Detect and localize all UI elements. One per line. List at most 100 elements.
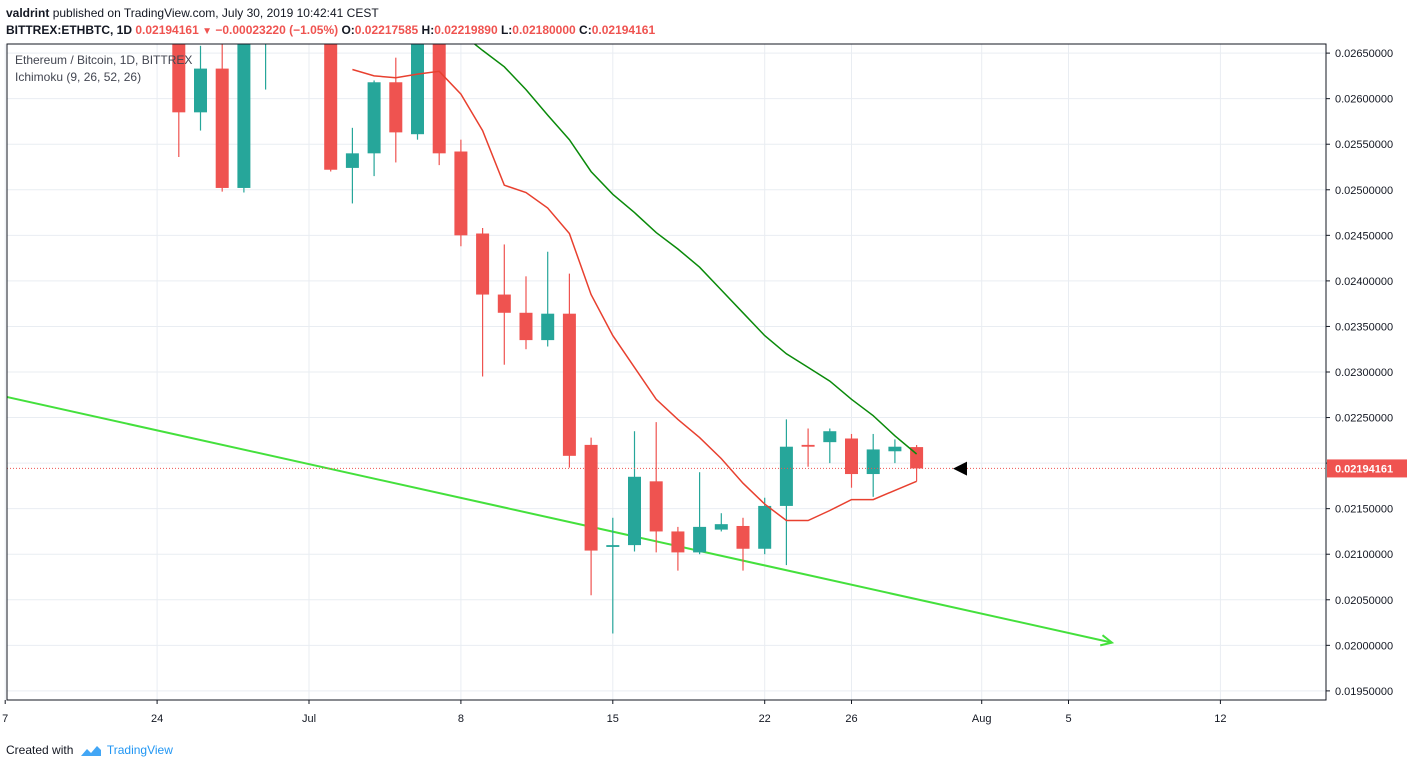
footer-brand[interactable]: TradingView bbox=[106, 743, 173, 757]
candle-body bbox=[454, 151, 468, 236]
legend-indicator[interactable]: Ichimoku (9, 26, 52, 26) bbox=[15, 70, 142, 84]
candle[interactable] bbox=[237, 17, 251, 193]
candle-body bbox=[910, 447, 924, 469]
candle[interactable] bbox=[432, 26, 446, 166]
candle[interactable] bbox=[606, 517, 620, 634]
author-name[interactable]: valdrint bbox=[6, 6, 50, 20]
candle[interactable] bbox=[259, 8, 272, 90]
quote-line: BITTREX:ETHBTC, 1D 0.02194161 ▼ −0.00023… bbox=[6, 22, 655, 40]
price-change: −0.00023220 (−1.05%) bbox=[215, 23, 339, 37]
candle-body bbox=[367, 82, 381, 154]
x-tick-label: Jul bbox=[302, 713, 316, 725]
y-tick-label: 0.02150000 bbox=[1335, 504, 1393, 516]
candle[interactable] bbox=[693, 472, 707, 555]
y-tick-label: 0.02350000 bbox=[1335, 321, 1393, 333]
legend-title[interactable]: Ethereum / Bitcoin, 1D, BITTREX bbox=[15, 53, 193, 67]
y-tick-label: 0.02500000 bbox=[1335, 185, 1393, 197]
candle-body bbox=[562, 313, 576, 456]
candle-body bbox=[628, 476, 641, 546]
low-label: L: bbox=[500, 23, 513, 37]
last-price-badge bbox=[1327, 459, 1407, 478]
candle[interactable] bbox=[194, 45, 207, 131]
x-tick-label: 12 bbox=[1214, 713, 1226, 725]
candle-body bbox=[888, 446, 902, 452]
candle[interactable] bbox=[758, 497, 772, 555]
candle-body bbox=[649, 481, 663, 532]
x-tick-label: 8 bbox=[458, 713, 464, 725]
candle-body bbox=[801, 444, 815, 447]
candle-body bbox=[606, 545, 620, 547]
candle[interactable] bbox=[345, 127, 359, 204]
candle[interactable] bbox=[845, 433, 858, 488]
trendline-arrowhead bbox=[1099, 634, 1115, 647]
last-price: 0.02194161 bbox=[135, 23, 199, 37]
candle[interactable] bbox=[866, 433, 880, 497]
symbol-label: BITTREX:ETHBTC, 1D bbox=[6, 23, 132, 37]
candle[interactable] bbox=[367, 80, 381, 177]
y-tick-label: 0.01950000 bbox=[1335, 686, 1393, 698]
close-value: 0.02194161 bbox=[591, 23, 656, 37]
candle-body bbox=[671, 531, 685, 553]
candle-body bbox=[779, 446, 793, 506]
footer-created: Created with bbox=[6, 743, 74, 757]
axes: 0.02650000 0.02600000 0.02550000 0.02500000… bbox=[2, 48, 1407, 725]
grid bbox=[4, 44, 1326, 700]
candle-body bbox=[194, 68, 207, 113]
open-value: 0.02217585 bbox=[354, 23, 419, 37]
publish-info: published on TradingView.com, July 30, 2… bbox=[52, 6, 379, 20]
footer: Created with TradingView bbox=[6, 742, 173, 758]
candle[interactable] bbox=[172, 12, 186, 157]
candle[interactable] bbox=[584, 437, 598, 596]
candle-body bbox=[432, 44, 446, 154]
candle[interactable] bbox=[497, 244, 511, 365]
high-value: 0.02219890 bbox=[434, 23, 498, 37]
candle[interactable] bbox=[411, 26, 424, 140]
candle[interactable] bbox=[541, 251, 555, 347]
x-tick-label: Aug bbox=[972, 713, 992, 725]
y-tick-label: 0.02100000 bbox=[1335, 549, 1393, 561]
x-tick-label: 7 bbox=[2, 713, 8, 725]
candle[interactable] bbox=[519, 276, 533, 350]
candle[interactable] bbox=[476, 228, 490, 377]
candle[interactable] bbox=[324, 8, 338, 172]
x-tick-label: 26 bbox=[845, 713, 857, 725]
y-tick-label: 0.02400000 bbox=[1335, 276, 1393, 288]
candle-body bbox=[259, 17, 272, 26]
low-value: 0.02180000 bbox=[512, 23, 576, 37]
candle[interactable] bbox=[736, 517, 750, 571]
publish-header: valdrint published on TradingView.com, J… bbox=[6, 5, 379, 21]
candle[interactable] bbox=[910, 444, 924, 482]
marker-triangle-icon[interactable] bbox=[953, 461, 967, 476]
candle[interactable] bbox=[714, 513, 728, 532]
candle-body bbox=[714, 524, 728, 530]
candle-body bbox=[693, 526, 707, 553]
y-tick-label: 0.02650000 bbox=[1335, 48, 1393, 60]
conversion-line[interactable] bbox=[352, 68, 917, 522]
candle-body bbox=[758, 505, 772, 549]
base-line[interactable] bbox=[461, 33, 918, 455]
candle[interactable] bbox=[628, 431, 641, 552]
y-tick-label: 0.02250000 bbox=[1335, 413, 1393, 425]
candle[interactable] bbox=[823, 428, 837, 464]
candle[interactable] bbox=[888, 439, 902, 464]
trendline[interactable] bbox=[5, 395, 1113, 644]
candle[interactable] bbox=[454, 139, 468, 247]
y-tick-label: 0.02300000 bbox=[1335, 367, 1393, 379]
candle-body bbox=[823, 431, 837, 443]
candle[interactable] bbox=[215, 44, 229, 192]
candle-body bbox=[845, 438, 858, 475]
y-tick-label: 0.02000000 bbox=[1335, 640, 1393, 652]
candle-body bbox=[541, 313, 555, 341]
candle-body bbox=[411, 44, 424, 135]
candle[interactable] bbox=[779, 419, 793, 566]
candle[interactable] bbox=[389, 57, 403, 163]
candle[interactable] bbox=[649, 422, 663, 553]
candle[interactable] bbox=[562, 273, 576, 468]
candle[interactable] bbox=[671, 526, 685, 571]
plot-area[interactable] bbox=[5, 8, 1326, 647]
candle-body bbox=[172, 44, 186, 113]
candle-body bbox=[476, 233, 490, 295]
candle[interactable] bbox=[801, 428, 815, 467]
close-label: C: bbox=[579, 23, 592, 37]
